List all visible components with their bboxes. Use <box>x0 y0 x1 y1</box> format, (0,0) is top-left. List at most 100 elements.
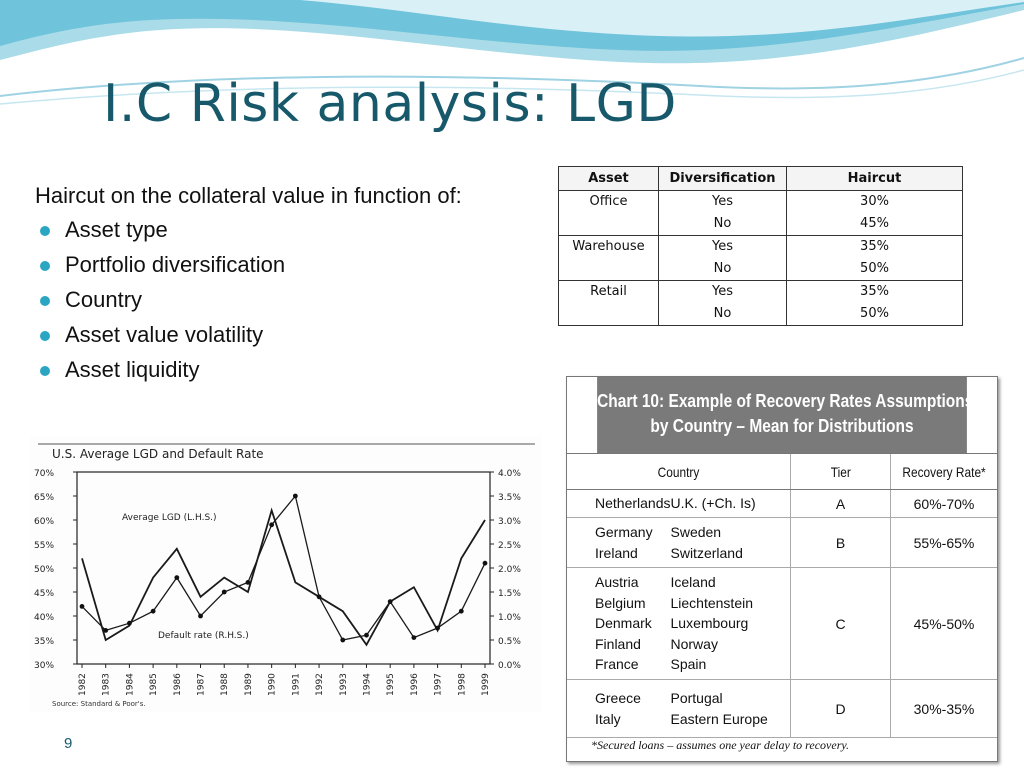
recovery-row: Germany Ireland Sweden Switzerland B 55%-65% <box>567 517 997 568</box>
tier-cell: D <box>790 679 891 738</box>
x-tick-label: 1994 <box>362 673 372 696</box>
right-tick-label: 1.0% <box>498 613 521 623</box>
asset-cell: Retail <box>558 280 659 326</box>
haircut-row: No 50% <box>559 303 963 326</box>
default-rate-point <box>482 560 488 566</box>
left-tick-label: 40% <box>34 613 54 623</box>
haircut-cell: 30% <box>786 190 963 213</box>
haircut-row: Warehouse Yes 35% <box>558 235 963 281</box>
rate-cell: 45%-50% <box>890 567 997 680</box>
default-rate-point <box>316 594 322 600</box>
x-tick-label: 1982 <box>78 673 88 696</box>
x-tick-label: 1995 <box>386 673 396 696</box>
diversification-cell: Yes <box>658 190 787 213</box>
default-rate-point <box>127 620 132 626</box>
right-tick-label: 2.0% <box>498 565 521 575</box>
right-tick-label: 3.5% <box>498 493 521 503</box>
default-rate-point <box>245 580 251 585</box>
x-tick-label: 1983 <box>102 673 112 696</box>
default-rate-point <box>198 613 203 619</box>
haircut-cell: 50% <box>786 303 963 326</box>
header-recovery-rate: Recovery Rate* <box>890 453 997 490</box>
x-tick-label: 1988 <box>220 673 230 696</box>
default-rate-series-line <box>81 494 486 641</box>
bullet-label: Portfolio diversification <box>65 252 286 277</box>
country-cell: Netherlands <box>567 489 671 518</box>
lgd-series-line <box>81 507 486 647</box>
recovery-footnote: *Secured loans – assumes one year delay … <box>591 738 850 752</box>
bullet-dot-icon <box>40 366 50 376</box>
diversification-cell: No <box>658 258 787 281</box>
haircut-row: Office Yes 30% <box>558 190 963 236</box>
haircut-row: Retail Yes 35% <box>558 280 963 326</box>
recovery-row: Netherlands U.K. (+Ch. Is) A 60%-70% <box>567 489 997 518</box>
rate-cell: 30%-35% <box>890 679 997 738</box>
chart-source: Source: Standard & Poor's. <box>52 700 146 708</box>
left-tick-label: 60% <box>34 517 54 527</box>
bullet-item: Country <box>40 284 285 319</box>
left-tick-label: 70% <box>34 469 54 479</box>
recovery-chart-title: Chart 10: Example of Recovery Rates Assu… <box>597 377 973 453</box>
country-cell: Iceland Liechtenstein Luxembourg Norway Spai… <box>670 567 791 680</box>
recovery-header-row: Country Tier Recovery Rate* <box>567 453 997 490</box>
header-asset: Asset <box>558 166 659 191</box>
x-tick-label: 1996 <box>410 673 420 696</box>
chart-title: U.S. Average LGD and Default Rate <box>52 447 264 461</box>
default-rate-point <box>435 625 440 631</box>
left-tick-label: 30% <box>34 661 54 671</box>
x-tick-label: 1989 <box>244 673 254 696</box>
bullet-dot-icon <box>40 226 50 236</box>
bullet-item: Portfolio diversification <box>40 249 285 284</box>
recovery-row: Austria Belgium Denmark Finland France Icelan… <box>567 567 997 680</box>
default-rate-point <box>411 635 417 640</box>
haircut-header-row: Asset Diversification Haircut <box>558 166 963 191</box>
x-tick-label: 1990 <box>268 673 278 696</box>
recovery-table: Country Tier Recovery Rate* Netherlands U… <box>567 453 997 738</box>
left-tick-label: 50% <box>34 565 54 575</box>
header-tier: Tier <box>790 453 891 490</box>
header-wave-decoration <box>0 0 1024 105</box>
diversification-cell: Yes <box>658 280 787 303</box>
plot-frame <box>76 471 491 665</box>
header-diversification: Diversification <box>658 166 787 191</box>
right-tick-label: 1.5% <box>498 589 521 599</box>
asset-cell: Warehouse <box>558 235 659 281</box>
x-tick-label: 1984 <box>125 673 135 696</box>
rate-cell: 60%-70% <box>890 489 997 518</box>
series-label-default-rate: Default rate (R.H.S.) <box>158 631 249 641</box>
diversification-cell: No <box>658 303 787 326</box>
country-cell: Greece Italy <box>567 679 671 738</box>
diversification-cell: No <box>658 213 787 236</box>
default-rate-point <box>103 628 109 633</box>
x-tick-label: 1986 <box>173 673 183 696</box>
bullet-dot-icon <box>40 261 50 271</box>
country-cell: Austria Belgium Denmark Finland France <box>567 567 671 680</box>
bullet-label: Asset liquidity <box>65 357 200 382</box>
default-rate-point <box>174 575 180 580</box>
tier-cell: B <box>790 517 891 568</box>
default-rate-point <box>292 493 298 499</box>
series-label-lgd: Average LGD (L.H.S.) <box>122 513 217 523</box>
asset-cell: Office <box>558 190 659 236</box>
header-haircut: Haircut <box>786 166 963 191</box>
haircut-cell: 50% <box>786 258 963 281</box>
country-cell: Germany Ireland <box>567 517 671 568</box>
bullet-item: Asset liquidity <box>40 354 285 389</box>
default-rate-point <box>458 608 464 614</box>
x-tick-label: 1997 <box>434 673 444 696</box>
right-tick-label: 3.0% <box>498 517 521 527</box>
bullet-item: Asset type <box>40 214 285 249</box>
country-cell: U.K. (+Ch. Is) <box>670 489 791 518</box>
default-rate-point <box>340 637 346 643</box>
tier-cell: A <box>790 489 891 518</box>
x-tick-label: 1985 <box>149 673 159 696</box>
default-rate-point <box>79 604 85 609</box>
haircut-cell: 35% <box>786 280 963 303</box>
x-tick-label: 1998 <box>457 673 467 696</box>
slide-title: I.C Risk analysis: LGD <box>103 74 677 134</box>
left-tick-label: 65% <box>34 493 54 503</box>
right-tick-label: 2.5% <box>498 541 521 551</box>
haircut-row: No 50% <box>559 258 963 281</box>
default-rate-point <box>221 589 227 595</box>
bullet-list: Asset type Portfolio diversification Cou… <box>40 214 285 389</box>
